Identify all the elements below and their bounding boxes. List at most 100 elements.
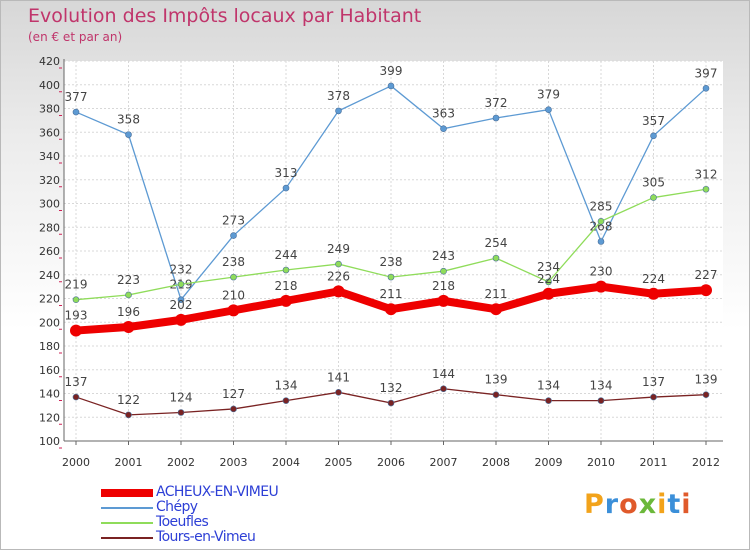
data-label-toeufles: 232 [170,262,193,276]
data-label-chepy: 379 [537,88,560,102]
x-tick-label: 2008 [482,456,510,469]
x-tick-label: 2007 [430,456,458,469]
data-label-chepy: 363 [432,107,455,121]
y-tick-label: 340 [39,150,60,163]
data-point-acheux-en-vimeu [122,321,135,333]
data-point-toeufles [282,266,290,274]
y-tick-label: 260 [39,245,60,258]
data-point-toeufles [230,273,237,281]
data-label-toeufles: 219 [65,278,88,292]
data-label-toeufles: 312 [695,167,718,181]
data-point-tours-en-vimeu [177,409,185,416]
data-label-acheux-en-vimeu: 227 [695,268,718,282]
data-label-tours-en-vimeu: 127 [222,387,245,401]
data-label-toeufles: 223 [117,273,140,287]
data-point-chepy [650,132,657,140]
data-point-toeufles [650,194,657,201]
data-point-toeufles [177,280,185,288]
data-label-chepy: 397 [695,66,718,80]
data-label-tours-en-vimeu: 141 [327,370,350,384]
data-label-tours-en-vimeu: 134 [590,379,613,393]
data-point-chepy [545,106,552,113]
y-tick-label: 280 [39,221,60,234]
data-label-chepy: 268 [590,220,613,234]
data-point-chepy [282,184,290,192]
data-point-tours-en-vimeu [335,389,342,396]
y-tick-label: 400 [39,79,60,92]
data-label-acheux-en-vimeu: 230 [590,265,613,279]
legend-swatch [101,507,153,509]
data-point-tours-en-vimeu [440,385,447,393]
legend-item: Tours-en-Vimeu [101,530,341,545]
data-point-chepy [230,232,237,239]
data-label-tours-en-vimeu: 144 [432,367,455,381]
data-label-acheux-en-vimeu: 218 [275,279,298,293]
data-point-chepy [72,108,80,116]
legend-label: ACHEUX-EN-VIMEU [156,484,279,500]
data-label-tours-en-vimeu: 132 [380,381,403,395]
data-point-acheux-en-vimeu [227,304,240,317]
x-tick-label: 2004 [272,456,300,469]
y-tick-label: 240 [39,269,60,282]
legend-swatch [101,522,153,524]
data-label-chepy: 358 [117,113,140,127]
data-label-tours-en-vimeu: 139 [485,373,508,387]
data-label-toeufles: 238 [222,255,245,269]
data-label-acheux-en-vimeu: 196 [117,305,140,319]
data-label-toeufles: 238 [380,255,403,269]
data-label-acheux-en-vimeu: 211 [485,287,508,301]
y-tick-label: 420 [39,55,60,68]
data-point-tours-en-vimeu [125,411,132,419]
data-label-tours-en-vimeu: 122 [117,393,140,407]
y-tick-label: 100 [39,435,60,448]
legend-swatch [101,537,153,539]
data-label-acheux-en-vimeu: 210 [222,288,245,302]
data-point-acheux-en-vimeu [332,285,345,298]
y-tick-label: 360 [39,126,60,139]
data-point-tours-en-vimeu [650,393,657,401]
data-label-toeufles: 234 [537,260,560,274]
data-point-acheux-en-vimeu [175,313,187,326]
y-tick-label: 380 [39,103,60,116]
data-label-tours-en-vimeu: 139 [695,373,718,387]
data-label-chepy: 357 [642,114,665,128]
data-label-tours-en-vimeu: 137 [642,375,665,389]
data-point-acheux-en-vimeu [385,303,397,316]
x-tick-label: 2006 [377,456,405,469]
data-point-chepy [597,238,605,245]
y-tick-label: 300 [39,198,60,211]
data-point-tours-en-vimeu [545,397,552,404]
x-tick-label: 2011 [640,456,668,469]
data-point-tours-en-vimeu [702,391,710,398]
y-tick-label: 120 [39,411,60,424]
data-label-toeufles: 285 [590,199,613,213]
legend-label: Chépy [156,499,198,515]
data-point-toeufles [335,260,342,268]
data-point-acheux-en-vimeu [542,287,555,300]
data-point-toeufles [702,185,710,193]
data-label-tours-en-vimeu: 134 [275,379,298,393]
y-tick-label: 160 [39,364,60,377]
data-point-tours-en-vimeu [230,405,237,413]
data-point-tours-en-vimeu [387,399,395,407]
chart-title: Evolution des Impôts locaux par Habitant [28,5,422,27]
legend-swatch [101,489,153,497]
x-tick-label: 2005 [325,456,353,469]
data-label-acheux-en-vimeu: 226 [327,269,350,283]
data-label-toeufles: 243 [432,249,455,263]
data-point-toeufles [387,273,395,281]
data-label-tours-en-vimeu: 134 [537,379,560,393]
x-tick-label: 2003 [220,456,248,469]
data-label-chepy: 378 [327,89,350,103]
legend-label: Toeufles [156,514,209,530]
data-point-toeufles [492,254,500,262]
data-label-toeufles: 249 [327,242,350,256]
data-point-acheux-en-vimeu [647,287,660,300]
data-label-tours-en-vimeu: 137 [65,375,88,389]
data-point-tours-en-vimeu [282,397,290,404]
data-point-chepy [125,131,132,138]
x-tick-label: 2010 [587,456,615,469]
data-point-chepy [440,125,447,132]
